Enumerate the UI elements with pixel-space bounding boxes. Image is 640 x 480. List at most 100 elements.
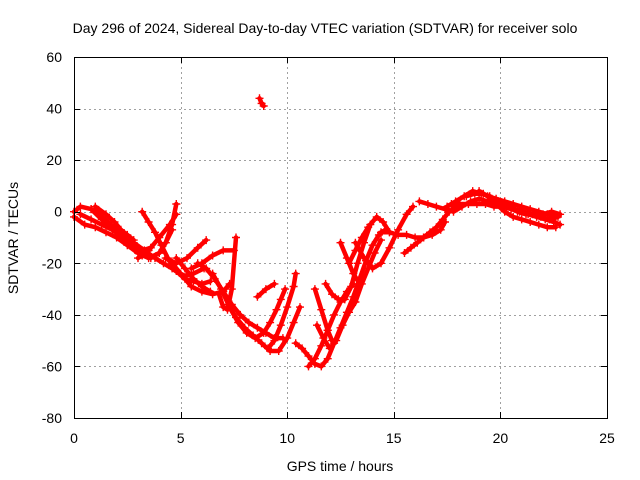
series-line [338,240,362,287]
data-point-marker [338,321,347,330]
data-point-marker [161,254,170,263]
series-line [353,204,416,271]
series-track-16 [264,269,300,353]
data-point-marker [317,362,326,371]
data-point-marker [270,279,279,288]
data-point-marker [134,254,142,263]
data-point-marker [517,202,526,211]
data-point-marker [270,336,279,345]
data-point-marker [157,241,166,250]
data-point-marker [321,279,330,288]
data-point-marker [447,200,456,208]
data-point-marker [543,210,552,219]
y-axis-label: SDTVAR / TECUs [5,182,21,294]
series-track-10 [172,254,215,296]
data-point-marker [481,200,490,208]
data-point-marker [347,282,356,291]
data-point-marker [556,220,565,229]
data-point-marker [296,303,304,312]
x-tick-label: 25 [599,430,615,446]
data-point-marker [368,264,377,273]
data-point-marker [377,259,385,268]
data-point-marker [372,212,381,221]
data-point-marker [541,215,550,224]
data-point-marker [349,269,358,278]
data-point-marker [464,200,473,208]
data-point-marker [368,241,377,250]
data-point-marker [449,207,458,216]
x-tick-labels: 0 5 10 15 20 25 [70,430,615,446]
data-point-marker [193,243,202,252]
data-point-marker [255,94,264,103]
data-point-marker [543,223,552,232]
data-point-marker [492,194,501,203]
data-point-marker [264,344,272,353]
data-point-marker [549,218,558,226]
data-point-marker [172,210,181,219]
data-point-marker [475,187,484,196]
data-point-marker [472,200,481,208]
y-tick-label: 40 [46,101,62,117]
data-point-marker [526,218,535,226]
data-point-marker [144,246,153,255]
data-point-marker [155,249,164,257]
data-point-marker [259,102,268,110]
data-point-marker [551,212,560,221]
plot-frame [74,57,608,419]
data-point-marker [236,310,245,319]
data-point-marker [490,202,498,211]
data-point-marker [206,277,215,286]
data-point-marker [317,341,326,350]
data-point-marker [325,344,334,353]
data-point-marker [172,200,181,208]
series-line [312,286,335,343]
data-point-marker [455,200,464,208]
data-point-marker [462,192,471,201]
y-tick-label: -20 [42,255,62,271]
data-point-marker [119,233,127,242]
data-point-marker [317,305,326,314]
data-point-marker [151,228,159,237]
data-point-marker [206,287,215,296]
data-layer [70,94,565,371]
y-tick-label: -40 [42,307,62,323]
data-point-marker [289,318,298,327]
data-point-marker [377,236,385,245]
data-point-marker [351,298,360,306]
data-point-marker [413,238,422,247]
data-point-marker [291,269,300,278]
ticks [74,57,608,419]
series-track-22 [310,285,336,345]
data-point-marker [509,200,518,208]
data-point-marker [345,259,353,268]
data-point-marker [240,323,249,332]
data-point-marker [534,207,543,216]
data-point-marker [385,243,394,252]
series-track-4 [87,205,177,263]
data-point-marker [411,233,420,242]
y-tick-label: 60 [46,49,62,65]
data-point-marker [345,308,353,317]
data-point-marker [432,202,441,211]
data-point-marker [483,192,492,201]
grid [74,57,607,418]
data-point-marker [161,238,170,247]
data-point-marker [272,305,281,314]
data-point-marker [402,230,411,239]
data-point-marker [379,218,388,226]
data-point-marker [176,269,185,278]
data-point-marker [415,197,424,206]
data-point-marker [328,290,336,299]
data-point-marker [232,313,240,322]
data-point-marker [406,243,415,252]
data-point-marker [351,238,360,247]
data-point-marker [274,347,283,355]
data-point-marker [76,202,85,211]
data-point-marker [76,210,85,219]
data-point-marker [276,295,285,304]
data-point-marker [522,210,530,219]
series-line [88,206,175,261]
data-point-marker [310,354,319,363]
data-point-marker [323,354,332,363]
